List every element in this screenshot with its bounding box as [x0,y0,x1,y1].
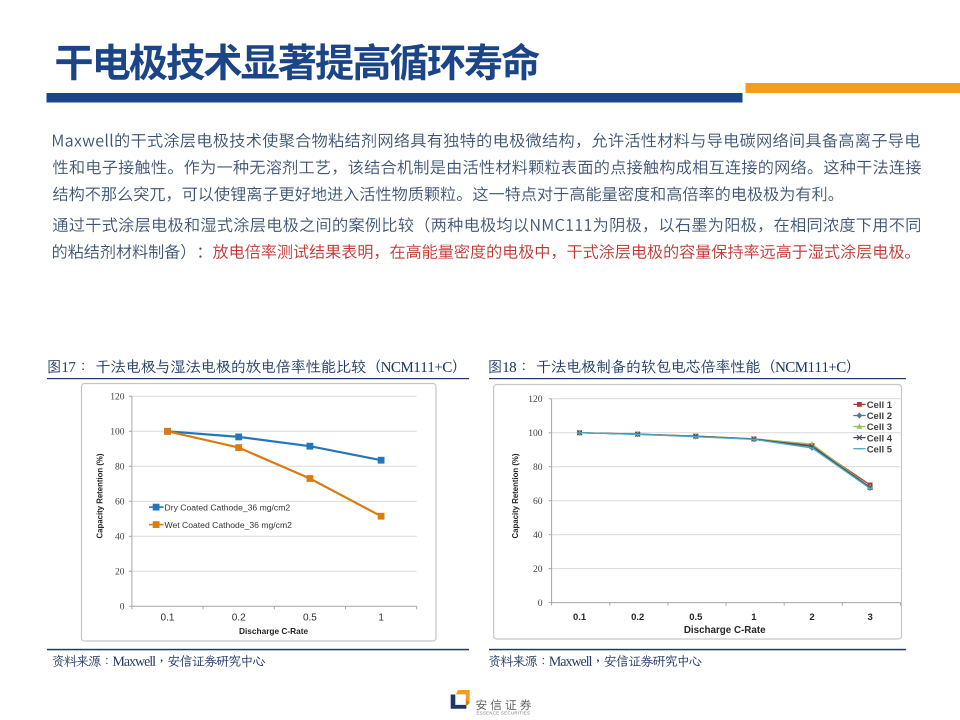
svg-text:80: 80 [533,463,543,473]
svg-text:20: 20 [115,568,125,578]
svg-text:0.5: 0.5 [689,612,703,623]
svg-text:100: 100 [528,429,543,439]
svg-text:Cell 2: Cell 2 [867,411,892,422]
svg-text:40: 40 [533,531,543,541]
svg-text:1: 1 [751,612,757,623]
svg-text:0: 0 [538,599,543,609]
svg-text:3: 3 [867,612,872,623]
svg-text:100: 100 [110,428,125,438]
svg-text:Cell 4: Cell 4 [867,433,893,444]
svg-text:0.2: 0.2 [232,612,246,623]
svg-text:Capacity Retention (%): Capacity Retention (%) [511,453,520,538]
svg-text:120: 120 [528,395,543,405]
svg-text:120: 120 [110,393,125,403]
svg-text:Wet Coated Cathode_36 mg/cm2: Wet Coated Cathode_36 mg/cm2 [165,520,293,530]
svg-text:60: 60 [115,498,125,508]
svg-text:80: 80 [115,463,125,473]
svg-text:20: 20 [533,565,543,575]
svg-text:Cell 5: Cell 5 [867,444,893,455]
svg-text:Discharge C-Rate: Discharge C-Rate [239,626,309,636]
svg-text:1: 1 [378,612,384,623]
svg-text:Discharge C-Rate: Discharge C-Rate [684,625,766,636]
svg-text:ESSENCE SECURITIES: ESSENCE SECURITIES [477,710,531,715]
svg-text:0: 0 [120,603,125,613]
svg-text:Cell 1: Cell 1 [867,400,893,411]
svg-text:0.5: 0.5 [303,612,317,623]
svg-text:60: 60 [533,497,543,507]
svg-text:0.2: 0.2 [631,612,644,623]
svg-text:Dry Coated Cathode_36 mg/cm2: Dry Coated Cathode_36 mg/cm2 [165,502,291,512]
svg-text:Cell 3: Cell 3 [867,422,892,433]
svg-text:40: 40 [115,533,125,543]
svg-text:Capacity Retention (%): Capacity Retention (%) [95,453,104,538]
svg-text:0.1: 0.1 [573,612,587,623]
svg-text:2: 2 [809,612,814,623]
svg-text:0.1: 0.1 [161,612,175,623]
